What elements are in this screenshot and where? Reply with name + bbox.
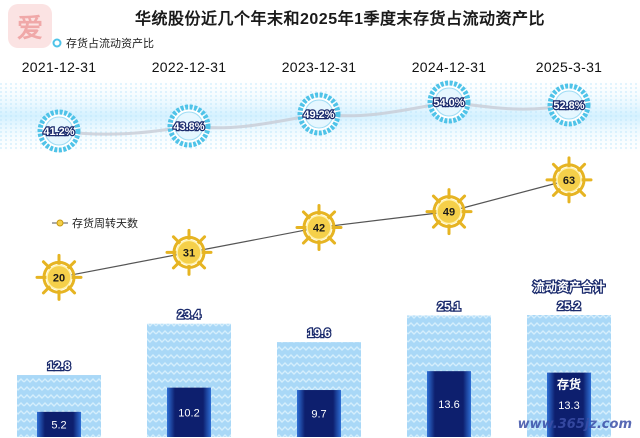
inventory-label: 10.2 — [178, 407, 199, 419]
bar-group: 25.1 13.6 — [407, 298, 491, 437]
date-label: 2022-12-31 — [151, 59, 227, 75]
total-label: 12.8 — [47, 359, 71, 373]
turnover-marker: 31 — [165, 228, 213, 276]
turnover-series: 20 31 42 49 63 — [35, 156, 593, 301]
legend-turnover: 存货周转天数 — [52, 215, 138, 231]
turnover-marker: 20 — [35, 253, 83, 301]
bar-group: 19.6 9.7 — [277, 325, 361, 437]
inventory-label: 13.3 — [558, 400, 579, 412]
wheel-rim — [302, 210, 336, 244]
ratio-ring-inner — [434, 87, 464, 117]
turnover-marker: 49 — [425, 188, 473, 236]
wheel-hub — [306, 214, 332, 241]
ratio-label: 43.8% — [173, 121, 204, 133]
ratio-marker: 52.8% — [547, 83, 591, 127]
turnover-label: 49 — [443, 207, 455, 219]
total-label: 19.6 — [307, 326, 331, 340]
bar-group: 23.4 10.2 — [147, 306, 231, 437]
legend-turnover-label: 存货周转天数 — [72, 218, 138, 230]
legend-ratio-label: 存货占流动资产比 — [66, 38, 154, 50]
total-label: 23.4 — [177, 308, 201, 322]
ratio-label: 54.0% — [433, 97, 464, 109]
logo: 爱 — [8, 4, 52, 48]
inventory-bar — [37, 411, 81, 437]
wheel-rim — [42, 260, 76, 294]
turnover-label: 63 — [563, 175, 575, 187]
turnover-marker: 42 — [295, 203, 343, 251]
total-label: 25.2 — [557, 299, 581, 313]
total-annotation: 流动资产合计 — [533, 279, 605, 294]
ratio-ring-inner — [304, 99, 334, 129]
ratio-marker: 43.8% — [167, 104, 211, 148]
turnover-label: 42 — [313, 222, 325, 234]
inventory-label: 9.7 — [311, 409, 326, 421]
ratio-ring-inner — [554, 90, 584, 120]
date-label: 2024-12-31 — [411, 59, 487, 75]
inventory-bar — [167, 387, 211, 437]
ratio-label: 41.2% — [43, 126, 74, 138]
ratio-ring-inner — [44, 116, 74, 146]
wheel-rim — [172, 235, 206, 269]
inventory-annotation: 存货 — [556, 377, 581, 392]
ratio-label: 49.2% — [303, 109, 334, 121]
wheel-rim — [552, 163, 586, 197]
bar-group: 12.8 5.2 — [17, 358, 101, 437]
wheel-hub — [46, 264, 72, 291]
legend-ratio: 存货占流动资产比 — [52, 35, 154, 51]
wheel-hub — [436, 198, 462, 225]
ratio-marker: 41.2% — [37, 109, 81, 153]
inventory-label: 13.6 — [438, 399, 459, 411]
date-label: 2023-12-31 — [281, 59, 357, 75]
turnover-marker: 63 — [545, 156, 593, 204]
ratio-marker: 49.2% — [297, 92, 341, 136]
chart-title: 华统股份近几个年末和2025年1季度末存货占流动资产比 — [135, 11, 545, 28]
wheel-hub — [176, 239, 202, 266]
wheel-hub — [556, 167, 582, 193]
watermark: www.365jz.com — [517, 417, 632, 432]
ratio-series: 41.2% 43.8% 49.2% 54.0% 52.8% — [37, 80, 591, 153]
turnover-label: 31 — [183, 247, 195, 259]
date-label: 2021-12-31 — [21, 59, 97, 75]
ring-legend-icon — [52, 38, 62, 48]
bar-series: 12.8 5.2 23.4 10.2 19.6 9.7 25.1 13.6 25.2 13.3 流动… — [17, 278, 611, 437]
ratio-ring-inner — [174, 111, 204, 141]
ratio-label: 52.8% — [553, 100, 584, 112]
turnover-label: 20 — [53, 272, 65, 284]
inventory-bar — [427, 371, 471, 437]
total-label: 25.1 — [437, 299, 461, 313]
date-label: 2025-3-31 — [535, 59, 603, 75]
line-legend-icon — [52, 219, 68, 227]
wheel-rim — [432, 195, 466, 229]
inventory-bar — [297, 390, 341, 437]
bar-group: 25.2 13.3 — [527, 298, 611, 437]
ratio-marker: 54.0% — [427, 80, 471, 124]
inventory-label: 5.2 — [51, 419, 66, 431]
inventory-bar — [547, 372, 591, 437]
